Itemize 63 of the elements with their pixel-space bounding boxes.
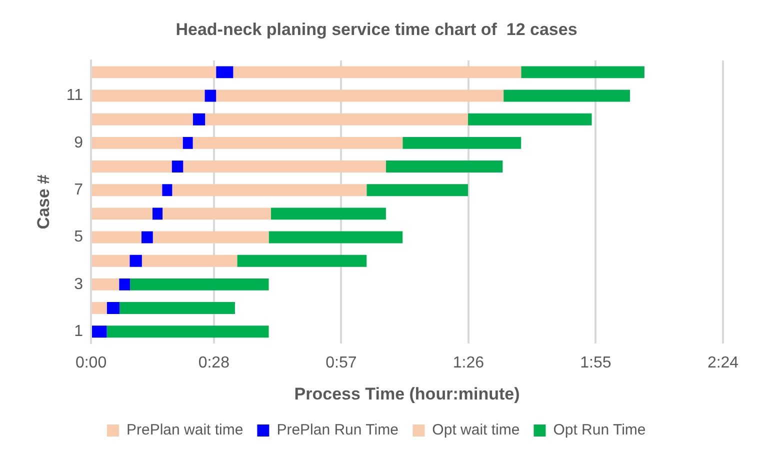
x-tick-label: 2:24 — [707, 354, 739, 372]
bar — [92, 90, 205, 102]
bar — [120, 302, 235, 314]
y-tick-label: 5 — [74, 228, 84, 246]
bar — [204, 90, 216, 102]
bar — [183, 160, 386, 172]
y-axis-title: Case # — [34, 174, 53, 230]
bar — [233, 66, 522, 78]
bar — [216, 90, 504, 102]
x-tick-label: 0:57 — [326, 354, 357, 372]
bar — [106, 326, 269, 338]
bar — [162, 184, 172, 196]
bar — [92, 231, 142, 244]
legend-label: PrePlan Run Time — [276, 422, 398, 439]
legend-label: PrePlan wait time — [126, 422, 244, 439]
bar — [92, 326, 107, 338]
bar — [172, 160, 184, 172]
bar — [402, 136, 522, 149]
bar — [366, 184, 468, 196]
x-tick-label: 0:00 — [75, 354, 107, 372]
bar — [92, 208, 152, 220]
bar — [152, 208, 163, 220]
bar — [216, 66, 234, 78]
bar — [270, 208, 386, 220]
chart-title: Head-neck planing service time chart of 12 cases — [176, 20, 578, 39]
bar — [106, 302, 120, 314]
bar — [268, 231, 403, 244]
legend-label: Opt Run Time — [553, 422, 646, 439]
bar — [92, 184, 162, 196]
bar — [119, 278, 130, 290]
bar — [182, 136, 193, 149]
bar — [237, 254, 367, 267]
bar — [92, 136, 183, 149]
y-tick-label: 7 — [74, 182, 84, 199]
bar — [205, 113, 468, 126]
x-tick-label: 0:28 — [198, 354, 230, 372]
bar — [141, 231, 153, 244]
y-tick-label: 3 — [74, 276, 84, 293]
y-tick-label: 9 — [74, 134, 84, 152]
bar — [172, 184, 367, 196]
legend-label: Opt wait time — [432, 422, 520, 439]
x-tick-label: 1:55 — [580, 354, 612, 372]
x-axis-title: Process Time (hour:minute) — [294, 384, 520, 404]
bar — [92, 254, 130, 267]
bar — [521, 66, 644, 78]
bar — [192, 113, 206, 126]
bar — [504, 90, 630, 102]
y-tick-label: 1 — [74, 323, 84, 340]
bar — [92, 160, 172, 172]
bar — [142, 254, 238, 267]
bar — [468, 113, 592, 126]
bar — [130, 254, 142, 267]
bar — [130, 278, 269, 290]
y-tick-label: 11 — [66, 87, 84, 104]
bar — [386, 160, 503, 172]
bar — [92, 66, 216, 78]
bar — [192, 136, 403, 149]
bar — [92, 113, 193, 126]
bar — [162, 208, 271, 220]
x-tick-label: 1:26 — [452, 354, 484, 372]
bar — [92, 302, 107, 314]
bar — [152, 231, 269, 244]
bar — [92, 278, 120, 290]
